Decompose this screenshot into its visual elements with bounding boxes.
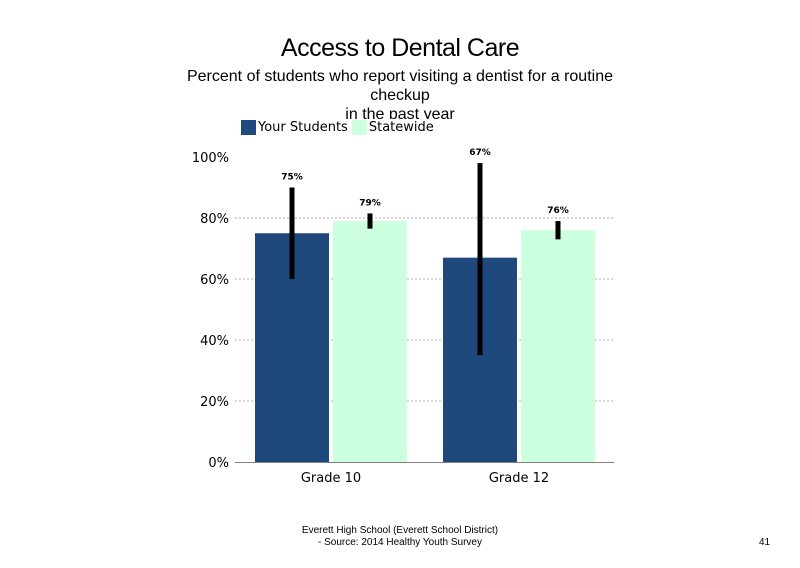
legend-label-statewide: Statewide (368, 119, 434, 135)
legend-item-statewide: Statewide (351, 119, 434, 135)
subtitle-line-3: in the past year (345, 106, 455, 123)
y-tick-label-60: 60% (200, 273, 229, 288)
page-number: 41 (759, 537, 771, 548)
legend-item-your-students: Your Students (241, 119, 348, 135)
footer: Everett High School (Everett School Dist… (250, 525, 550, 549)
x-tick-label-grade-10: Grade 10 (301, 471, 361, 486)
x-tick-label-grade-12: Grade 12 (489, 471, 549, 486)
subtitle-line-2: checkup (370, 87, 430, 104)
legend-swatch-statewide (351, 119, 367, 135)
data-label-your-students-grade-12: 67% (469, 148, 491, 158)
y-tick-label-80: 80% (200, 212, 229, 227)
chart-legend: Your Students Statewide (241, 119, 438, 135)
subtitle-line-1: Percent of students who report visiting … (186, 68, 613, 85)
footer-school: Everett High School (Everett School Dist… (301, 525, 499, 536)
data-label-statewide-grade-10: 79% (359, 198, 381, 208)
y-tick-label-20: 20% (200, 395, 229, 410)
footer-source: - Source: 2014 Healthy Youth Survey (318, 537, 482, 548)
data-label-statewide-grade-12: 76% (547, 206, 569, 216)
legend-label-your-students: Your Students (258, 119, 348, 135)
chart-subtitle: Percent of students who report visiting … (160, 67, 640, 124)
y-tick-label-40: 40% (200, 334, 229, 349)
bar-statewide-grade-12 (521, 230, 595, 462)
chart-title: Access to Dental Care (280, 34, 520, 62)
y-tick-label-0: 0% (208, 456, 229, 471)
bar-statewide-grade-10 (333, 221, 407, 462)
y-tick-label-100: 100% (192, 151, 229, 166)
data-label-your-students-grade-10: 75% (281, 173, 303, 183)
legend-swatch-your-students (241, 119, 256, 135)
